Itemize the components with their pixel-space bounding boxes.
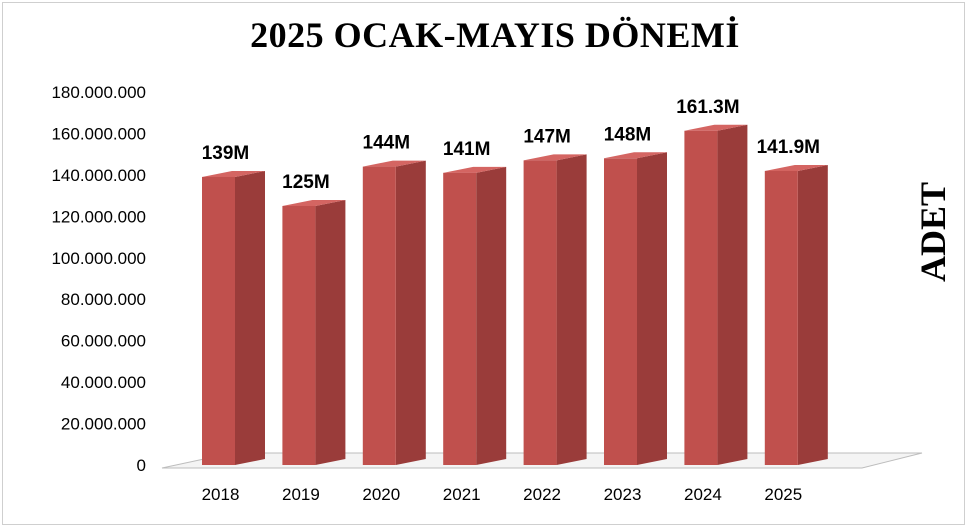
bar-front: [362, 166, 396, 465]
y-tick-label: 60.000.000: [61, 332, 146, 351]
y-axis-tick-labels: 0 20.000.000 40.000.000 60.000.000 80.000.00…: [51, 83, 146, 475]
bar-front: [202, 176, 235, 465]
data-label: 141.9M: [757, 137, 820, 158]
bar-front: [523, 160, 557, 465]
bar-2020: [362, 160, 426, 465]
bar-2021: [443, 166, 507, 466]
bar-side: [556, 154, 587, 465]
bar-front: [764, 170, 798, 465]
bar-2023: [604, 152, 667, 466]
x-tick-label: 2025: [764, 485, 802, 504]
bar-top: [443, 166, 507, 173]
bar-side: [717, 124, 748, 466]
bar-side: [797, 164, 828, 465]
y-tick-label: 120.000.000: [51, 207, 146, 226]
bar-front: [684, 130, 718, 465]
bar-2025: [764, 164, 828, 465]
x-tick-label: 2019: [282, 485, 320, 504]
y-tick-label: 20.000.000: [61, 415, 146, 434]
data-label: 144M: [363, 133, 411, 154]
data-label: 139M: [202, 143, 250, 164]
bar-top: [202, 170, 265, 177]
bar-2018: [202, 170, 265, 465]
bar-front: [604, 158, 637, 466]
bar-side: [235, 170, 265, 465]
x-tick-label: 2018: [202, 485, 240, 504]
chart-title: 2025 OCAK-MAYIS DÖNEMİ: [250, 15, 740, 55]
bar-top: [523, 154, 587, 161]
bar-2024: [684, 124, 748, 466]
y-tick-label: 80.000.000: [61, 290, 146, 309]
y-tick-label: 180.000.000: [51, 83, 146, 102]
bar-2019: [282, 199, 346, 465]
x-tick-label: 2022: [523, 485, 561, 504]
bar-top: [684, 124, 748, 131]
x-tick-label: 2020: [362, 485, 400, 504]
bar-top: [362, 160, 426, 167]
bars: [202, 124, 828, 466]
data-label: 148M: [604, 124, 652, 145]
data-label: 141M: [443, 139, 491, 160]
data-label: 125M: [282, 172, 330, 193]
bar-side: [476, 166, 507, 466]
bar-top: [282, 199, 346, 206]
data-label: 161.3M: [676, 97, 739, 118]
y-tick-label: 160.000.000: [51, 124, 146, 143]
bar-2022: [523, 154, 587, 465]
bar-front: [443, 172, 477, 466]
bar-top: [604, 152, 667, 159]
x-tick-label: 2021: [443, 485, 481, 504]
y-tick-label: 0: [137, 456, 146, 475]
x-axis-tick-labels: 2018 2019 2020 2021 2022 2023 2024 2025: [202, 485, 803, 504]
y-tick-label: 100.000.000: [51, 249, 146, 268]
bar-side: [395, 160, 426, 465]
bar-side: [637, 152, 667, 466]
bar-front: [282, 205, 316, 465]
bar-top: [764, 164, 828, 171]
y-tick-label: 140.000.000: [51, 166, 146, 185]
data-labels: 139M 125M 144M 141M 147M 148M 161.3M 141.9M: [202, 97, 820, 193]
y-tick-label: 40.000.000: [61, 373, 146, 392]
data-label: 147M: [523, 126, 571, 147]
bar-side: [315, 199, 346, 465]
x-tick-label: 2024: [684, 485, 722, 504]
x-tick-label: 2023: [604, 485, 642, 504]
